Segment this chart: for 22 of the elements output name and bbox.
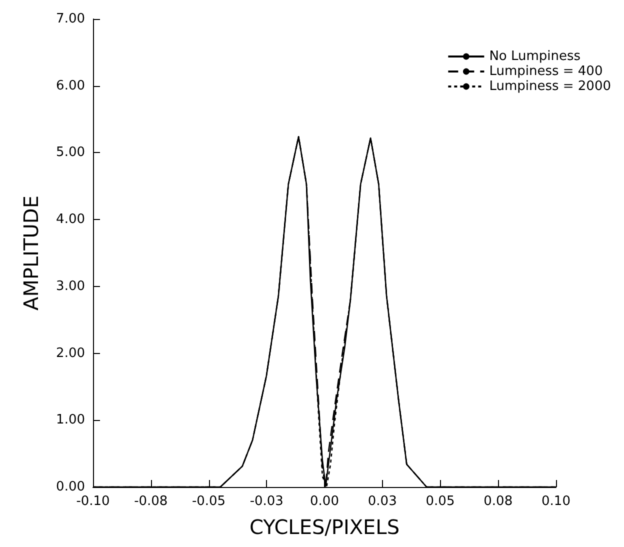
x-tick-label: 0.05 [426,494,455,509]
y-tick-label: 1.00 [56,412,85,428]
y-axis-title: AMPLITUDE [19,196,43,310]
x-tick-label: -0.10 [76,494,110,509]
y-tick-label: 3.00 [56,278,85,294]
legend-label: Lumpiness = 400 [489,64,603,79]
x-tick-label: -0.08 [134,494,168,509]
legend-label: Lumpiness = 2000 [489,79,612,94]
x-tick-label: 0.08 [484,494,513,509]
y-tick-label: 0.00 [56,480,85,494]
x-tick-label: 0.10 [542,494,570,509]
x-tick-label: 0.03 [368,494,397,509]
y-tick-label: 4.00 [56,212,85,228]
x-axis-title: CYCLES/PIXELS [249,515,400,539]
y-tick-label: 5.00 [56,145,85,160]
x-tick-label: -0.03 [250,494,284,509]
x-tick-label: 0.00 [310,494,339,509]
y-tick-label: 7.00 [56,12,85,26]
y-tick-label: 6.00 [56,78,85,94]
x-tick-label: -0.05 [192,494,226,509]
legend-label: No Lumpiness [489,49,581,64]
y-tick-label: 2.00 [56,346,85,361]
